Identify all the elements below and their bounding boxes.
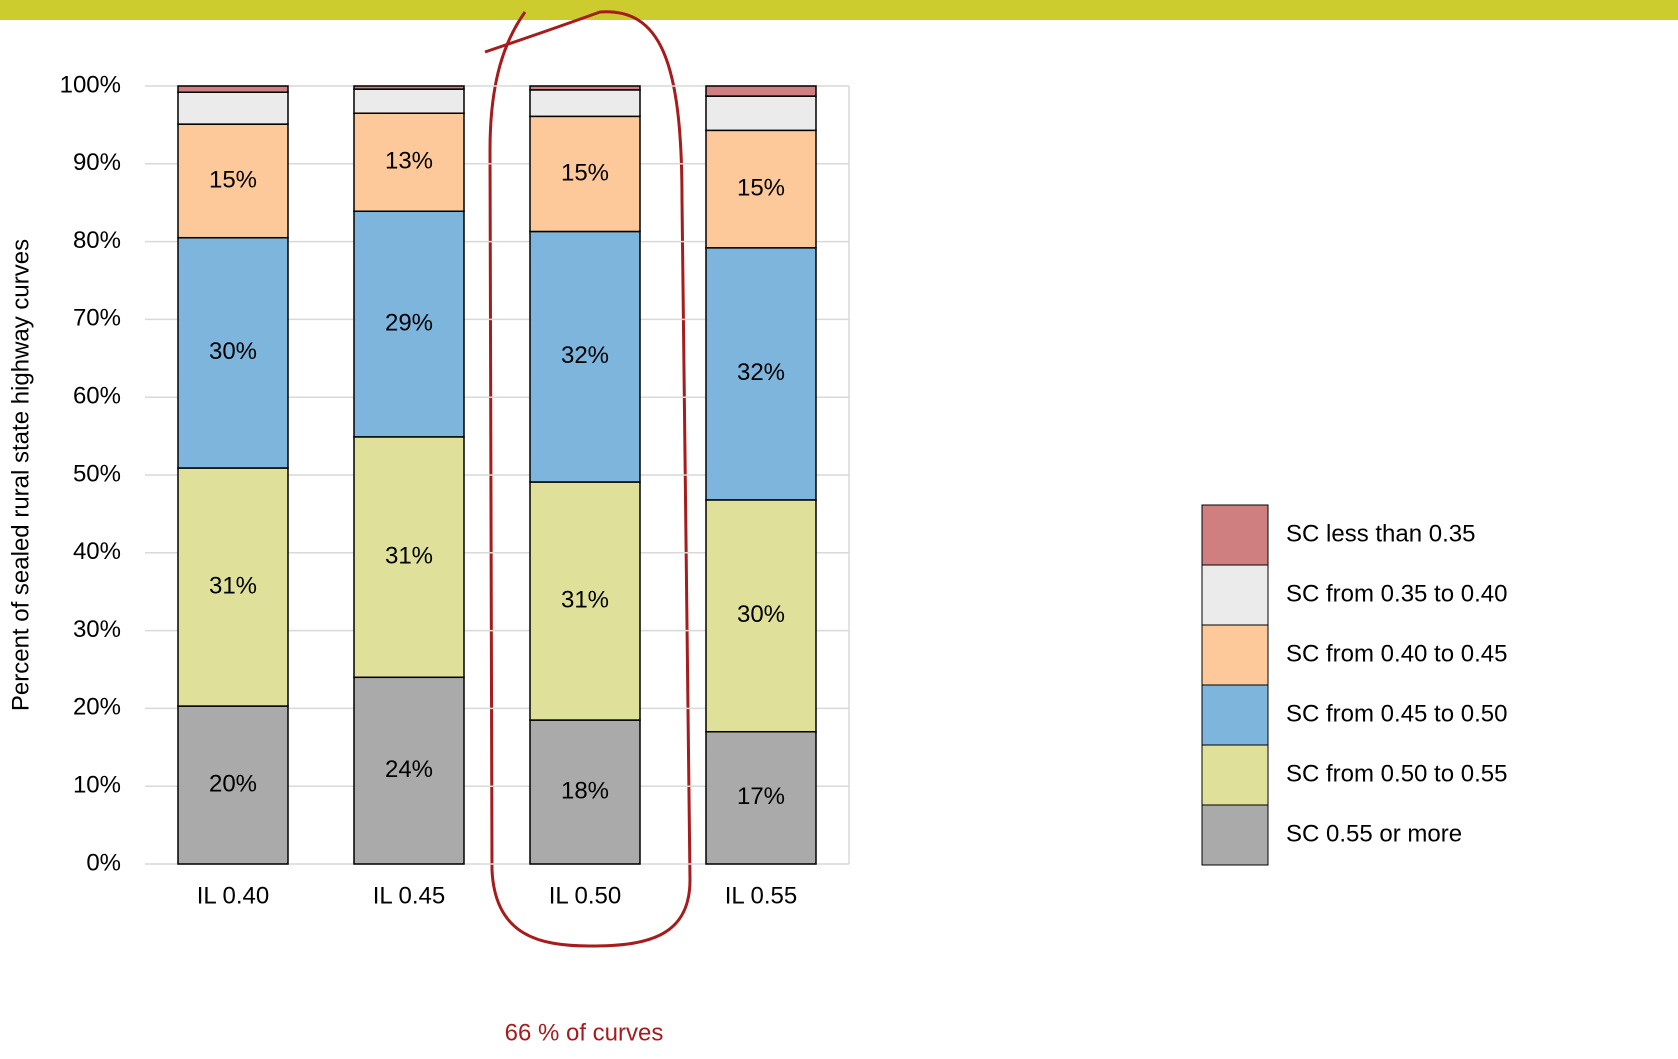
bar-segment [353, 85, 465, 90]
data-label: 17% [737, 783, 785, 810]
legend-swatch [1201, 504, 1269, 566]
bar-segment [177, 705, 289, 865]
banner [0, 0, 1678, 20]
bar-segment [177, 123, 289, 239]
bar-segment [705, 85, 817, 97]
y-tick-label: 20% [73, 694, 121, 721]
data-label: 18% [561, 777, 609, 804]
data-label: 15% [209, 166, 257, 193]
legend-swatch [1201, 564, 1269, 626]
bar-segment [529, 481, 641, 721]
bar-segment [353, 436, 465, 679]
bar-segment [705, 129, 817, 249]
x-tick-label: IL 0.45 [373, 882, 446, 909]
legend-label: SC from 0.50 to 0.55 [1286, 760, 1507, 787]
data-label: 15% [737, 174, 785, 201]
bar-segment [529, 115, 641, 233]
y-tick-label: 0% [86, 849, 121, 876]
y-tick-label: 50% [73, 460, 121, 487]
x-tick-label: IL 0.50 [549, 882, 622, 909]
bar-segment [353, 112, 465, 213]
data-label: 31% [385, 542, 433, 569]
y-tick-label: 10% [73, 772, 121, 799]
legend-label: SC less than 0.35 [1286, 520, 1475, 547]
bar-segment [177, 236, 289, 469]
y-axis-label: Percent of sealed rural state highway cu… [7, 239, 34, 711]
legend-swatch [1201, 684, 1269, 746]
y-tick-label: 30% [73, 616, 121, 643]
bar-segment [529, 85, 641, 91]
bar-segment [705, 730, 817, 865]
bar-segment [705, 247, 817, 501]
bar-segment [177, 91, 289, 125]
data-label: 30% [737, 601, 785, 628]
annotation: 66 % of curves [505, 1019, 664, 1046]
legend-swatch [1201, 624, 1269, 686]
y-tick-label: 100% [60, 71, 121, 98]
legend-label: SC from 0.40 to 0.45 [1286, 640, 1507, 667]
x-tick-label: IL 0.40 [197, 882, 270, 909]
y-tick-label: 60% [73, 383, 121, 410]
bar-segment [177, 85, 289, 93]
y-tick-label: 90% [73, 149, 121, 176]
y-tick-label: 80% [73, 227, 121, 254]
data-label: 32% [737, 359, 785, 386]
bar-segment [353, 88, 465, 114]
bar-segment [177, 467, 289, 707]
data-label: 31% [561, 586, 609, 613]
legend-swatch [1201, 744, 1269, 806]
legend-swatch [1201, 804, 1269, 866]
data-label: 31% [209, 572, 257, 599]
legend-label: SC from 0.35 to 0.40 [1286, 580, 1507, 607]
legend-label: SC from 0.45 to 0.50 [1286, 700, 1507, 727]
bar-segment [529, 719, 641, 865]
data-label: 29% [385, 309, 433, 336]
data-label: 13% [385, 148, 433, 175]
bar-segment [705, 95, 817, 132]
bar-segment [353, 676, 465, 865]
bar-segment [705, 499, 817, 733]
legend-label: SC 0.55 or more [1286, 820, 1462, 847]
data-label: 24% [385, 756, 433, 783]
y-tick-label: 70% [73, 305, 121, 332]
highlight-loop [484, 10, 692, 948]
data-label: 32% [561, 342, 609, 369]
bar-segment [353, 210, 465, 438]
x-tick-label: IL 0.55 [725, 882, 798, 909]
data-label: 20% [209, 770, 257, 797]
data-label: 15% [561, 159, 609, 186]
y-tick-label: 40% [73, 538, 121, 565]
bar-segment [529, 89, 641, 118]
data-label: 30% [209, 338, 257, 365]
